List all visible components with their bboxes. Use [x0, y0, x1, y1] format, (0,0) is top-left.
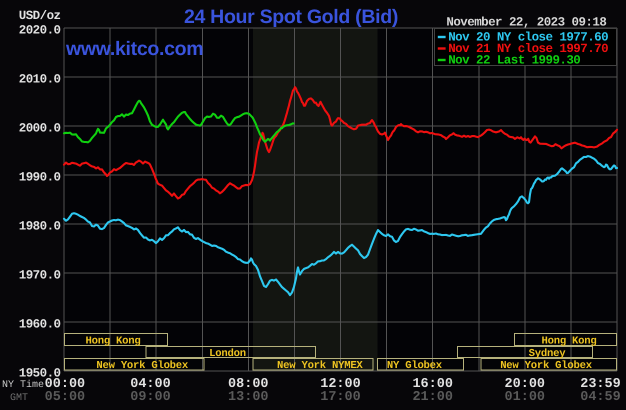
svg-text:2000.0: 2000.0 [19, 122, 61, 136]
svg-text:NY Globex: NY Globex [387, 360, 443, 372]
svg-text:USD/oz: USD/oz [19, 9, 61, 23]
svg-text:24 Hour Spot Gold (Bid): 24 Hour Spot Gold (Bid) [184, 6, 398, 28]
svg-text:Sydney: Sydney [529, 348, 567, 360]
svg-text:16:00: 16:00 [412, 377, 453, 392]
svg-text:Nov 20 NY close 1977.60: Nov 20 NY close 1977.60 [448, 31, 608, 45]
svg-text:2020.0: 2020.0 [19, 24, 61, 38]
svg-text:1990.0: 1990.0 [19, 171, 61, 185]
svg-text:1970.0: 1970.0 [19, 269, 61, 283]
svg-text:23:59: 23:59 [580, 377, 621, 392]
svg-text:08:00: 08:00 [228, 377, 269, 392]
svg-text:1960.0: 1960.0 [19, 318, 61, 332]
svg-text:Hong Kong: Hong Kong [86, 336, 141, 348]
svg-text:01:00: 01:00 [505, 390, 546, 405]
svg-text:Nov 21 NY close 1997.70: Nov 21 NY close 1997.70 [448, 42, 608, 56]
svg-text:04:00: 04:00 [130, 377, 171, 392]
svg-text:New York NYMEX: New York NYMEX [277, 360, 363, 372]
svg-text:November 22, 2023 09:18: November 22, 2023 09:18 [446, 15, 606, 29]
svg-text:NY Time: NY Time [2, 379, 44, 391]
svg-text:1980.0: 1980.0 [19, 220, 61, 234]
svg-text:New York Globex: New York Globex [96, 360, 189, 372]
svg-text:20:00: 20:00 [505, 377, 546, 392]
svg-text:04:59: 04:59 [580, 390, 621, 405]
svg-text:2010.0: 2010.0 [19, 73, 61, 87]
svg-text:13:00: 13:00 [228, 390, 269, 405]
svg-text:London: London [209, 348, 246, 360]
svg-text:05:00: 05:00 [45, 390, 86, 405]
svg-text:New York Globex: New York Globex [500, 360, 593, 372]
svg-text:GMT: GMT [10, 393, 28, 404]
svg-text:21:00: 21:00 [412, 390, 453, 405]
svg-text:1950.0: 1950.0 [19, 367, 61, 381]
svg-text:Nov 22 Last 1999.30: Nov 22 Last 1999.30 [448, 54, 580, 68]
svg-text:12:00: 12:00 [320, 377, 361, 392]
svg-text:Hong Kong: Hong Kong [542, 336, 597, 348]
svg-text:www.kitco.com: www.kitco.com [65, 38, 203, 60]
svg-text:00:00: 00:00 [45, 377, 86, 392]
svg-text:17:00: 17:00 [320, 390, 361, 405]
svg-text:09:00: 09:00 [130, 390, 171, 405]
